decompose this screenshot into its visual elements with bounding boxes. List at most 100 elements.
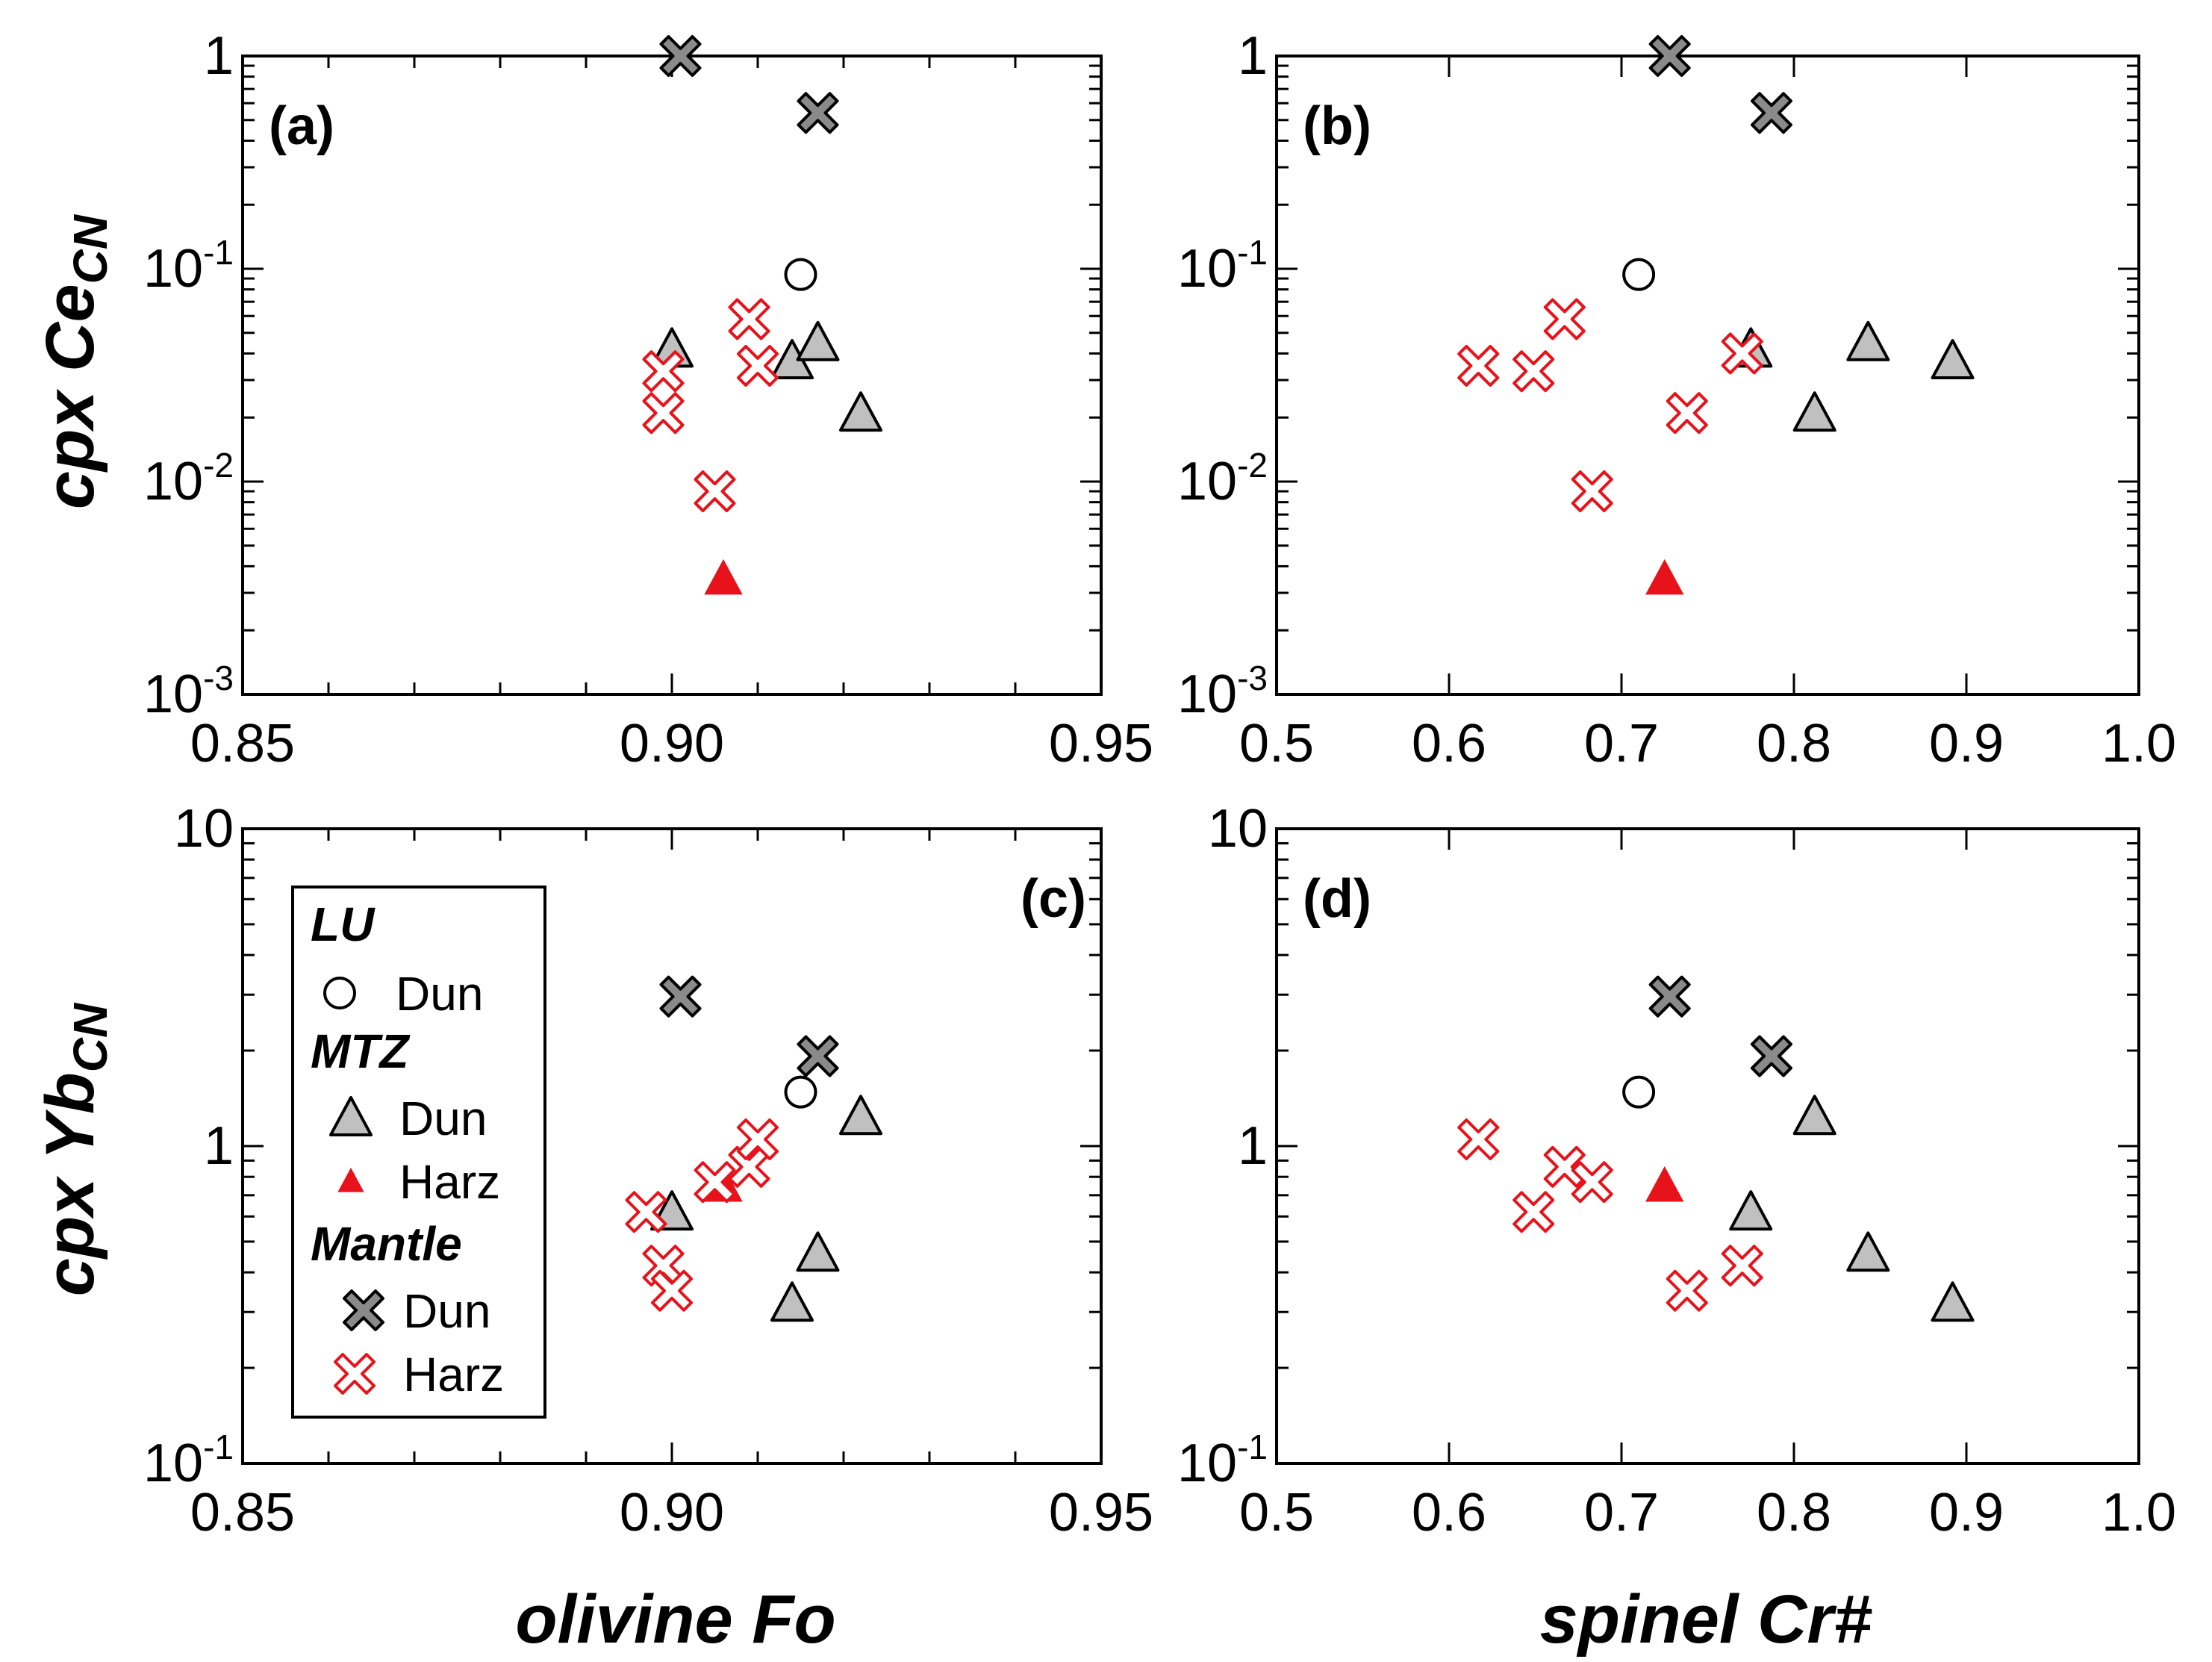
point-c-circle-0 <box>784 1075 817 1109</box>
point-b-grey-triangle-1 <box>1792 391 1836 432</box>
legend-marker-lu-dun <box>323 977 356 1009</box>
legend-symbol-red-triangle-small <box>337 1167 364 1192</box>
point-d-red-cross-2 <box>1543 1145 1586 1188</box>
x-tick-label-b: 1.0 <box>2102 714 2176 774</box>
y-tick-label-d: 10-1 <box>1177 1428 1268 1493</box>
y-tick-label-d: 10 <box>1208 799 1268 859</box>
point-a-red-cross-3 <box>737 344 779 387</box>
point-b-circle-0 <box>1622 258 1656 291</box>
y-tick-label-a: 10-3 <box>143 659 234 724</box>
point-b-red-cross-0 <box>1457 344 1500 387</box>
point-b-grey-cross-1 <box>1750 92 1792 134</box>
legend-label-mtz-dun: Dun <box>399 1092 487 1145</box>
legend-title-lu: LU <box>311 897 376 951</box>
point-a-red-cross-0 <box>642 350 685 393</box>
y-tick-label-a: 10-1 <box>143 233 234 299</box>
x-tick-label-b: 0.5 <box>1239 714 1314 774</box>
x-tick-label-c: 0.90 <box>620 1483 724 1543</box>
point-c-grey-cross-1 <box>797 1035 839 1077</box>
y-tick-label-b: 10-3 <box>1177 659 1268 724</box>
point-b-red-cross-1 <box>1512 350 1555 393</box>
point-b-grey-triangle-3 <box>1931 339 1975 380</box>
point-d-grey-cross-1 <box>1750 1035 1792 1077</box>
point-a-circle-0 <box>784 258 817 291</box>
x-axis-title-left: olivine Fo <box>515 1581 835 1658</box>
point-a-grey-triangle-3 <box>839 391 882 432</box>
point-a-red-cross-2 <box>728 298 770 340</box>
panel-b: 1 10-1 10-2 10-30.5 0.6 0.7 0.8 0.9 1.0 (b) <box>1177 26 2176 774</box>
legend-label-mantle-dun: Dun <box>403 1284 490 1338</box>
y-tick-label-a: 10-2 <box>143 446 234 511</box>
x-tick-label-d: 0.8 <box>1757 1483 1831 1543</box>
point-a-grey-triangle-2 <box>796 320 840 361</box>
x-tick-label-d: 0.7 <box>1584 1483 1659 1543</box>
x-tick-label-d: 0.5 <box>1239 1483 1314 1543</box>
y-axis-title-bottom-sub: CN <box>63 1002 117 1072</box>
point-a-grey-cross-0 <box>659 35 702 77</box>
point-b-red-cross-3 <box>1571 470 1613 513</box>
y-tick-label-b: 10-1 <box>1177 233 1268 299</box>
point-d-red-cross-1 <box>1512 1191 1555 1233</box>
legend-title-mtz: MTZ <box>311 1024 411 1078</box>
x-tick-label-a: 0.95 <box>1049 714 1153 774</box>
point-c-red-cross-0 <box>625 1191 667 1233</box>
point-c-red-cross-3 <box>694 1161 736 1204</box>
legend-symbol-grey-triangle <box>329 1096 373 1136</box>
point-d-red-triangle-0 <box>1645 1165 1684 1202</box>
panel-a: 1 10-1 10-2 10-30.85 0.90 0.95 (a) <box>143 26 1153 774</box>
legend-label-mantle-harz: Harz <box>403 1348 504 1401</box>
plot-frame-b <box>1275 55 2140 696</box>
y-axis-title-top-sub: CN <box>63 214 117 284</box>
y-tick-label-d: 1 <box>1238 1116 1268 1176</box>
point-a-grey-cross-1 <box>797 92 839 134</box>
y-tick-label-b: 10-2 <box>1177 446 1268 511</box>
point-c-grey-cross-0 <box>659 975 702 1018</box>
x-tick-label-b: 0.9 <box>1929 714 2004 774</box>
point-d-red-cross-5 <box>1721 1245 1763 1287</box>
x-tick-label-c: 0.85 <box>190 1483 295 1543</box>
point-c-grey-triangle-3 <box>839 1095 882 1136</box>
plot-frame-d <box>1275 827 2140 1465</box>
x-axis-title-right: spinel Cr# <box>1540 1581 1873 1658</box>
point-b-red-cross-5 <box>1721 332 1763 375</box>
point-b-grey-cross-0 <box>1648 35 1691 77</box>
point-d-grey-cross-0 <box>1648 975 1691 1018</box>
y-axis-title-top-main: cpx Ce <box>32 284 108 509</box>
point-a-red-cross-1 <box>642 392 685 435</box>
point-c-grey-triangle-2 <box>796 1231 840 1272</box>
panel-label-b: (b) <box>1303 96 1371 156</box>
point-c-red-cross-5 <box>737 1118 779 1160</box>
x-tick-label-b: 0.6 <box>1412 714 1486 774</box>
x-tick-label-d: 1.0 <box>2102 1483 2176 1543</box>
point-d-grey-triangle-0 <box>1729 1190 1773 1231</box>
x-tick-label-d: 0.6 <box>1412 1483 1486 1543</box>
legend-label-lu-dun: Dun <box>396 967 483 1021</box>
legend-marker-mtz-harz <box>337 1167 364 1192</box>
legend-marker-mantle-harz <box>334 1353 376 1395</box>
point-d-grey-triangle-1 <box>1792 1095 1836 1136</box>
y-axis-title-bottom: cpx YbCN <box>32 1002 117 1296</box>
point-a-red-triangle-0 <box>704 558 743 595</box>
y-tick-label-c: 1 <box>204 1116 234 1176</box>
y-tick-label-a: 1 <box>204 26 234 86</box>
point-c-grey-triangle-1 <box>770 1281 814 1322</box>
point-d-red-cross-3 <box>1571 1161 1613 1204</box>
point-b-red-cross-4 <box>1666 392 1708 435</box>
x-tick-label-a: 0.90 <box>620 714 724 774</box>
panel-c: 10 1 10-10.85 0.90 0.95 (c) <box>143 799 1153 1543</box>
legend-label-mtz-harz: Harz <box>399 1155 500 1209</box>
panels-layer: 1 10-1 10-2 10-3 0.85 0.90 0.95 (a) 1 10-1 10-2 10-… <box>143 26 2176 1543</box>
panel-d: 10 1 10-10.5 0.6 0.7 0.8 0.9 1.0 (d) <box>1177 799 2176 1543</box>
point-b-grey-triangle-2 <box>1846 320 1890 361</box>
panel-label-a: (a) <box>269 96 334 156</box>
point-d-grey-triangle-2 <box>1846 1231 1890 1272</box>
legend: LU Dun MTZ Dun Harz Mantle Dun Harz <box>291 886 546 1419</box>
legend-marker-mantle-dun <box>343 1289 384 1331</box>
y-tick-label-b: 1 <box>1238 26 1268 86</box>
y-tick-label-c: 10 <box>174 799 234 859</box>
legend-title-mantle: Mantle <box>311 1217 462 1271</box>
y-tick-label-c: 10-1 <box>143 1428 234 1493</box>
x-tick-label-b: 0.8 <box>1757 714 1831 774</box>
legend-box <box>291 886 546 1419</box>
